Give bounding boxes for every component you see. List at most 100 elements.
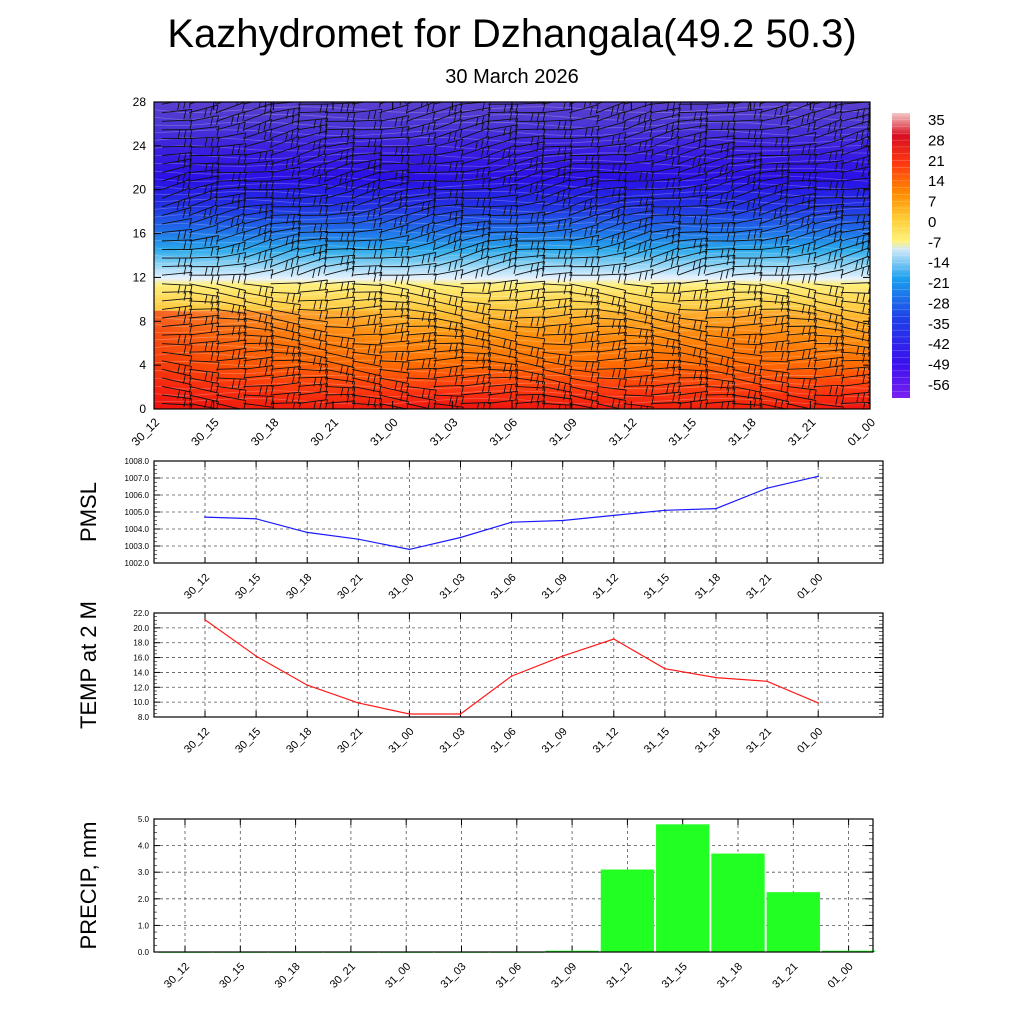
wind-barb	[270, 177, 301, 187]
wind-barb	[189, 394, 219, 409]
wind-barb	[569, 266, 600, 276]
wind-barb	[542, 239, 573, 249]
wind-barb	[379, 300, 410, 312]
heatmap-ytick-label: 24	[133, 139, 147, 153]
wind-barb	[297, 118, 329, 129]
wind-barb	[379, 146, 410, 156]
wind-barb	[813, 317, 844, 333]
wind-barb	[189, 274, 220, 285]
precip-frame	[153, 818, 874, 953]
wind-barb	[732, 152, 763, 163]
wind-barb	[705, 231, 736, 242]
wind-barb	[732, 403, 763, 409]
wind-barb	[704, 154, 735, 165]
wind-barb	[270, 226, 301, 237]
wind-barb	[569, 394, 599, 409]
wind-barb	[487, 399, 519, 409]
wind-barb	[161, 323, 193, 333]
wind-barb	[623, 356, 654, 367]
wind-barb	[569, 188, 599, 199]
wind-barb	[759, 394, 790, 409]
wind-barb	[542, 265, 573, 275]
pmsl-xtick-label: 31_03	[438, 572, 468, 602]
wind-barb	[705, 112, 736, 122]
wind-barb	[270, 233, 301, 246]
pmsl-xtick-label: 31_12	[591, 572, 621, 602]
wind-barb	[786, 339, 817, 350]
wind-barb	[379, 368, 410, 383]
wind-barb	[324, 316, 356, 327]
wind-barb	[352, 297, 383, 308]
wind-barb	[189, 256, 220, 266]
wind-barb	[189, 162, 220, 173]
wind-barb	[406, 357, 437, 369]
wind-barb	[379, 274, 410, 285]
wind-barb	[189, 377, 220, 393]
wind-barb	[677, 194, 709, 205]
pmsl-ytick-label: 1004.0	[125, 525, 150, 534]
pmsl-xtick-label: 31_06	[489, 572, 519, 602]
wind-barb	[596, 186, 627, 198]
wind-barb	[677, 204, 709, 215]
wind-barb	[270, 265, 300, 277]
wind-barb	[216, 263, 247, 273]
wind-barb	[732, 360, 763, 376]
wind-barb	[867, 273, 870, 276]
wind-barb	[840, 255, 870, 270]
wind-barb	[759, 169, 790, 180]
wind-barb	[677, 223, 709, 233]
wind-barb	[297, 390, 328, 401]
temp-point	[408, 713, 411, 715]
wind-barb	[759, 234, 790, 247]
heatmap-xtick-label: 30_12	[129, 415, 163, 449]
wind-barb	[433, 291, 464, 307]
contour-line	[154, 121, 870, 129]
wind-barb	[732, 206, 762, 219]
wind-barb	[732, 217, 763, 228]
wind-barb	[379, 175, 410, 187]
wind-barb	[216, 291, 246, 309]
wind-barb	[514, 154, 544, 168]
wind-barb	[677, 183, 708, 196]
wind-barb	[732, 196, 762, 211]
wind-barb	[759, 315, 790, 326]
wind-barb	[324, 179, 354, 192]
wind-barb	[433, 103, 463, 117]
wind-barb	[759, 136, 790, 147]
wind-barb	[487, 390, 519, 402]
wind-barb	[569, 136, 600, 147]
wind-barb	[596, 339, 627, 351]
wind-barb	[840, 145, 870, 156]
wind-barb	[569, 104, 599, 116]
contour-line	[154, 298, 870, 305]
wind-barb	[270, 220, 301, 231]
wind-barb	[542, 119, 573, 130]
wind-barb	[460, 359, 492, 370]
wind-barb	[786, 377, 817, 389]
wind-barb	[569, 385, 600, 403]
pmsl-ytick-label: 1008.0	[125, 457, 150, 466]
contour-line	[154, 313, 870, 321]
temp-point	[255, 655, 257, 657]
wind-barb	[270, 391, 301, 403]
pmsl-point	[613, 514, 615, 517]
wind-barb	[216, 283, 247, 300]
wind-barb	[514, 296, 546, 307]
wind-barb	[813, 170, 845, 181]
precip-xtick-label: 31_06	[494, 961, 524, 991]
wind-barb	[759, 300, 790, 312]
wind-barb	[786, 385, 817, 400]
wind-barb	[487, 124, 518, 136]
wind-barb	[650, 326, 681, 343]
wind-barb	[352, 403, 383, 409]
wind-barb	[786, 163, 817, 173]
wind-barb	[460, 187, 492, 198]
precip-bar	[821, 950, 876, 952]
wind-barb	[379, 126, 410, 137]
wind-barb	[406, 403, 433, 409]
wind-barb	[161, 248, 193, 259]
wind-barb	[487, 204, 519, 216]
wind-barb	[406, 317, 437, 329]
wind-barb	[352, 305, 383, 315]
